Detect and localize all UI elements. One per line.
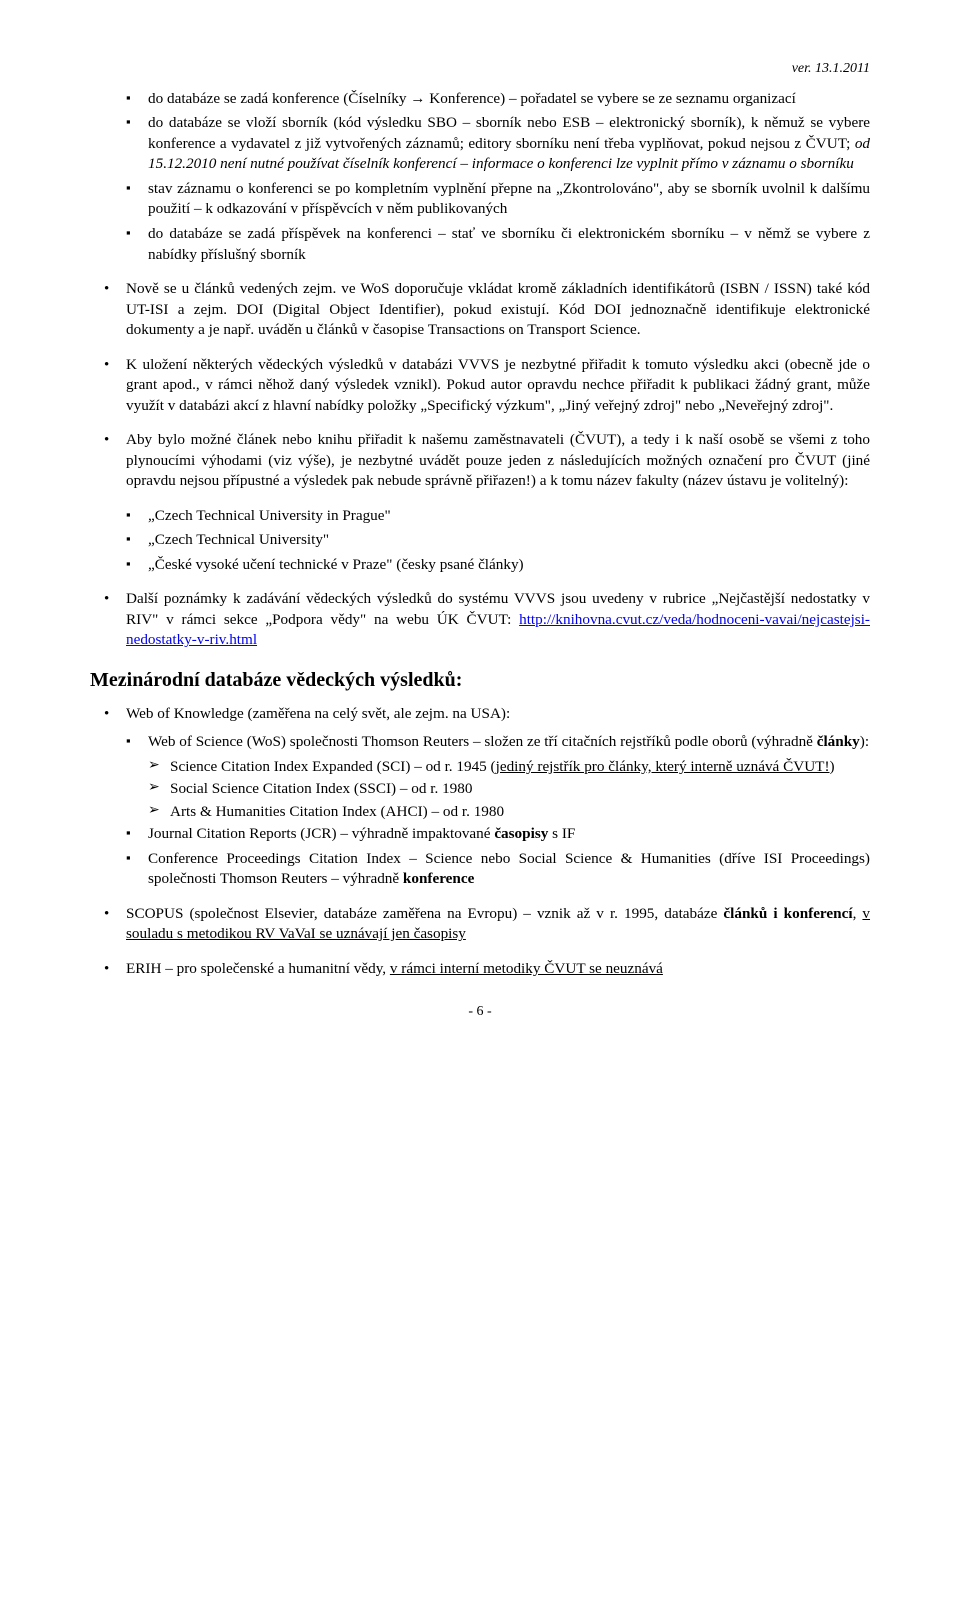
dot-list-4: SCOPUS (společnost Elsevier, databáze za… (90, 904, 870, 945)
dot1-item-2: K uložení některých vědeckých výsledků v… (90, 355, 870, 417)
wos-square-list: Web of Science (WoS) společnosti Thomson… (90, 732, 870, 753)
sq3-i2c: s IF (548, 825, 575, 842)
dot-list-1: Nově se u článků vedených zejm. ve WoS d… (90, 279, 870, 341)
sq1-item-4: do databáze se zadá příspěvek na konfere… (90, 224, 870, 265)
arr-item-2: Social Science Citation Index (SSCI) – o… (90, 779, 870, 800)
dot4-i2a: ERIH – pro společenské a humanitní vědy, (126, 960, 390, 977)
arrow-list: Science Citation Index Expanded (SCI) – … (90, 757, 870, 823)
dot4-item-2: ERIH – pro společenské a humanitní vědy,… (90, 959, 870, 980)
dot-list-3: Web of Knowledge (zaměřena na celý svět,… (90, 704, 870, 725)
sq3-i1c: ): (860, 733, 869, 750)
arr-i1c: ) (830, 758, 835, 775)
dot3-item-1: Web of Knowledge (zaměřena na celý svět,… (90, 704, 870, 725)
dot4-i1c: , (853, 905, 863, 922)
dot-list-2: Další poznámky k zadávání vědeckých výsl… (90, 589, 870, 651)
sq3-item-1: Web of Science (WoS) společnosti Thomson… (90, 732, 870, 753)
arr-i1b: jediný rejstřík pro články, který intern… (496, 758, 830, 775)
sq2-item-1: „Czech Technical University in Prague" (90, 506, 870, 527)
arr-item-3: Arts & Humanities Citation Index (AHCI) … (90, 802, 870, 823)
page-number: - 6 - (90, 1003, 870, 1022)
sq3-i3a: Conference Proceedings Citation Index – … (148, 850, 870, 888)
sq1-item-2: do databáze se vloží sborník (kód výsled… (90, 113, 870, 175)
dot-list-1c: Aby bylo možné článek nebo knihu přiřadi… (90, 430, 870, 492)
sq1-item-2-text: do databáze se vloží sborník (kód výsled… (148, 114, 870, 152)
sq3-i1b: články (817, 733, 860, 750)
dot1-item-3: Aby bylo možné článek nebo knihu přiřadi… (90, 430, 870, 492)
dot4-i2b: v rámci interní metodiky ČVUT se neuznáv… (390, 960, 663, 977)
dot4-item-1: SCOPUS (společnost Elsevier, databáze za… (90, 904, 870, 945)
sq2-item-2: „Czech Technical University" (90, 530, 870, 551)
arr-item-1: Science Citation Index Expanded (SCI) – … (90, 757, 870, 778)
sq1-item-1: do databáze se zadá konference (Číselník… (90, 89, 870, 110)
header-date: ver. 13.1.2011 (90, 60, 870, 79)
sq1-item-3: stav záznamu o konferenci se po kompletn… (90, 179, 870, 220)
section-title: Mezinárodní databáze vědeckých výsledků: (90, 667, 870, 694)
sq3-item-2: Journal Citation Reports (JCR) – výhradn… (90, 824, 870, 845)
sq3-i1a: Web of Science (WoS) společnosti Thomson… (148, 733, 817, 750)
sq2-item-3: „České vysoké učení technické v Praze" (… (90, 555, 870, 576)
dot-list-1b: K uložení některých vědeckých výsledků v… (90, 355, 870, 417)
sq3-i3b: konference (403, 870, 474, 887)
dot4-i1b: článků i konferencí (723, 905, 852, 922)
sq3-i2a: Journal Citation Reports (JCR) – výhradn… (148, 825, 494, 842)
arr-i1a: Science Citation Index Expanded (SCI) – … (170, 758, 496, 775)
dot1-item-1: Nově se u článků vedených zejm. ve WoS d… (90, 279, 870, 341)
sq3-item-3: Conference Proceedings Citation Index – … (90, 849, 870, 890)
dot-list-5: ERIH – pro společenské a humanitní vědy,… (90, 959, 870, 980)
dot2-item-1: Další poznámky k zadávání vědeckých výsl… (90, 589, 870, 651)
page-content: ver. 13.1.2011 do databáze se zadá konfe… (0, 0, 960, 1072)
dot4-i1a: SCOPUS (společnost Elsevier, databáze za… (126, 905, 723, 922)
sq3-i2b: časopisy (494, 825, 548, 842)
wos-square-list-2: Journal Citation Reports (JCR) – výhradn… (90, 824, 870, 890)
intro-square-list: do databáze se zadá konference (Číselník… (90, 89, 870, 265)
univ-square-list: „Czech Technical University in Prague" „… (90, 506, 870, 576)
